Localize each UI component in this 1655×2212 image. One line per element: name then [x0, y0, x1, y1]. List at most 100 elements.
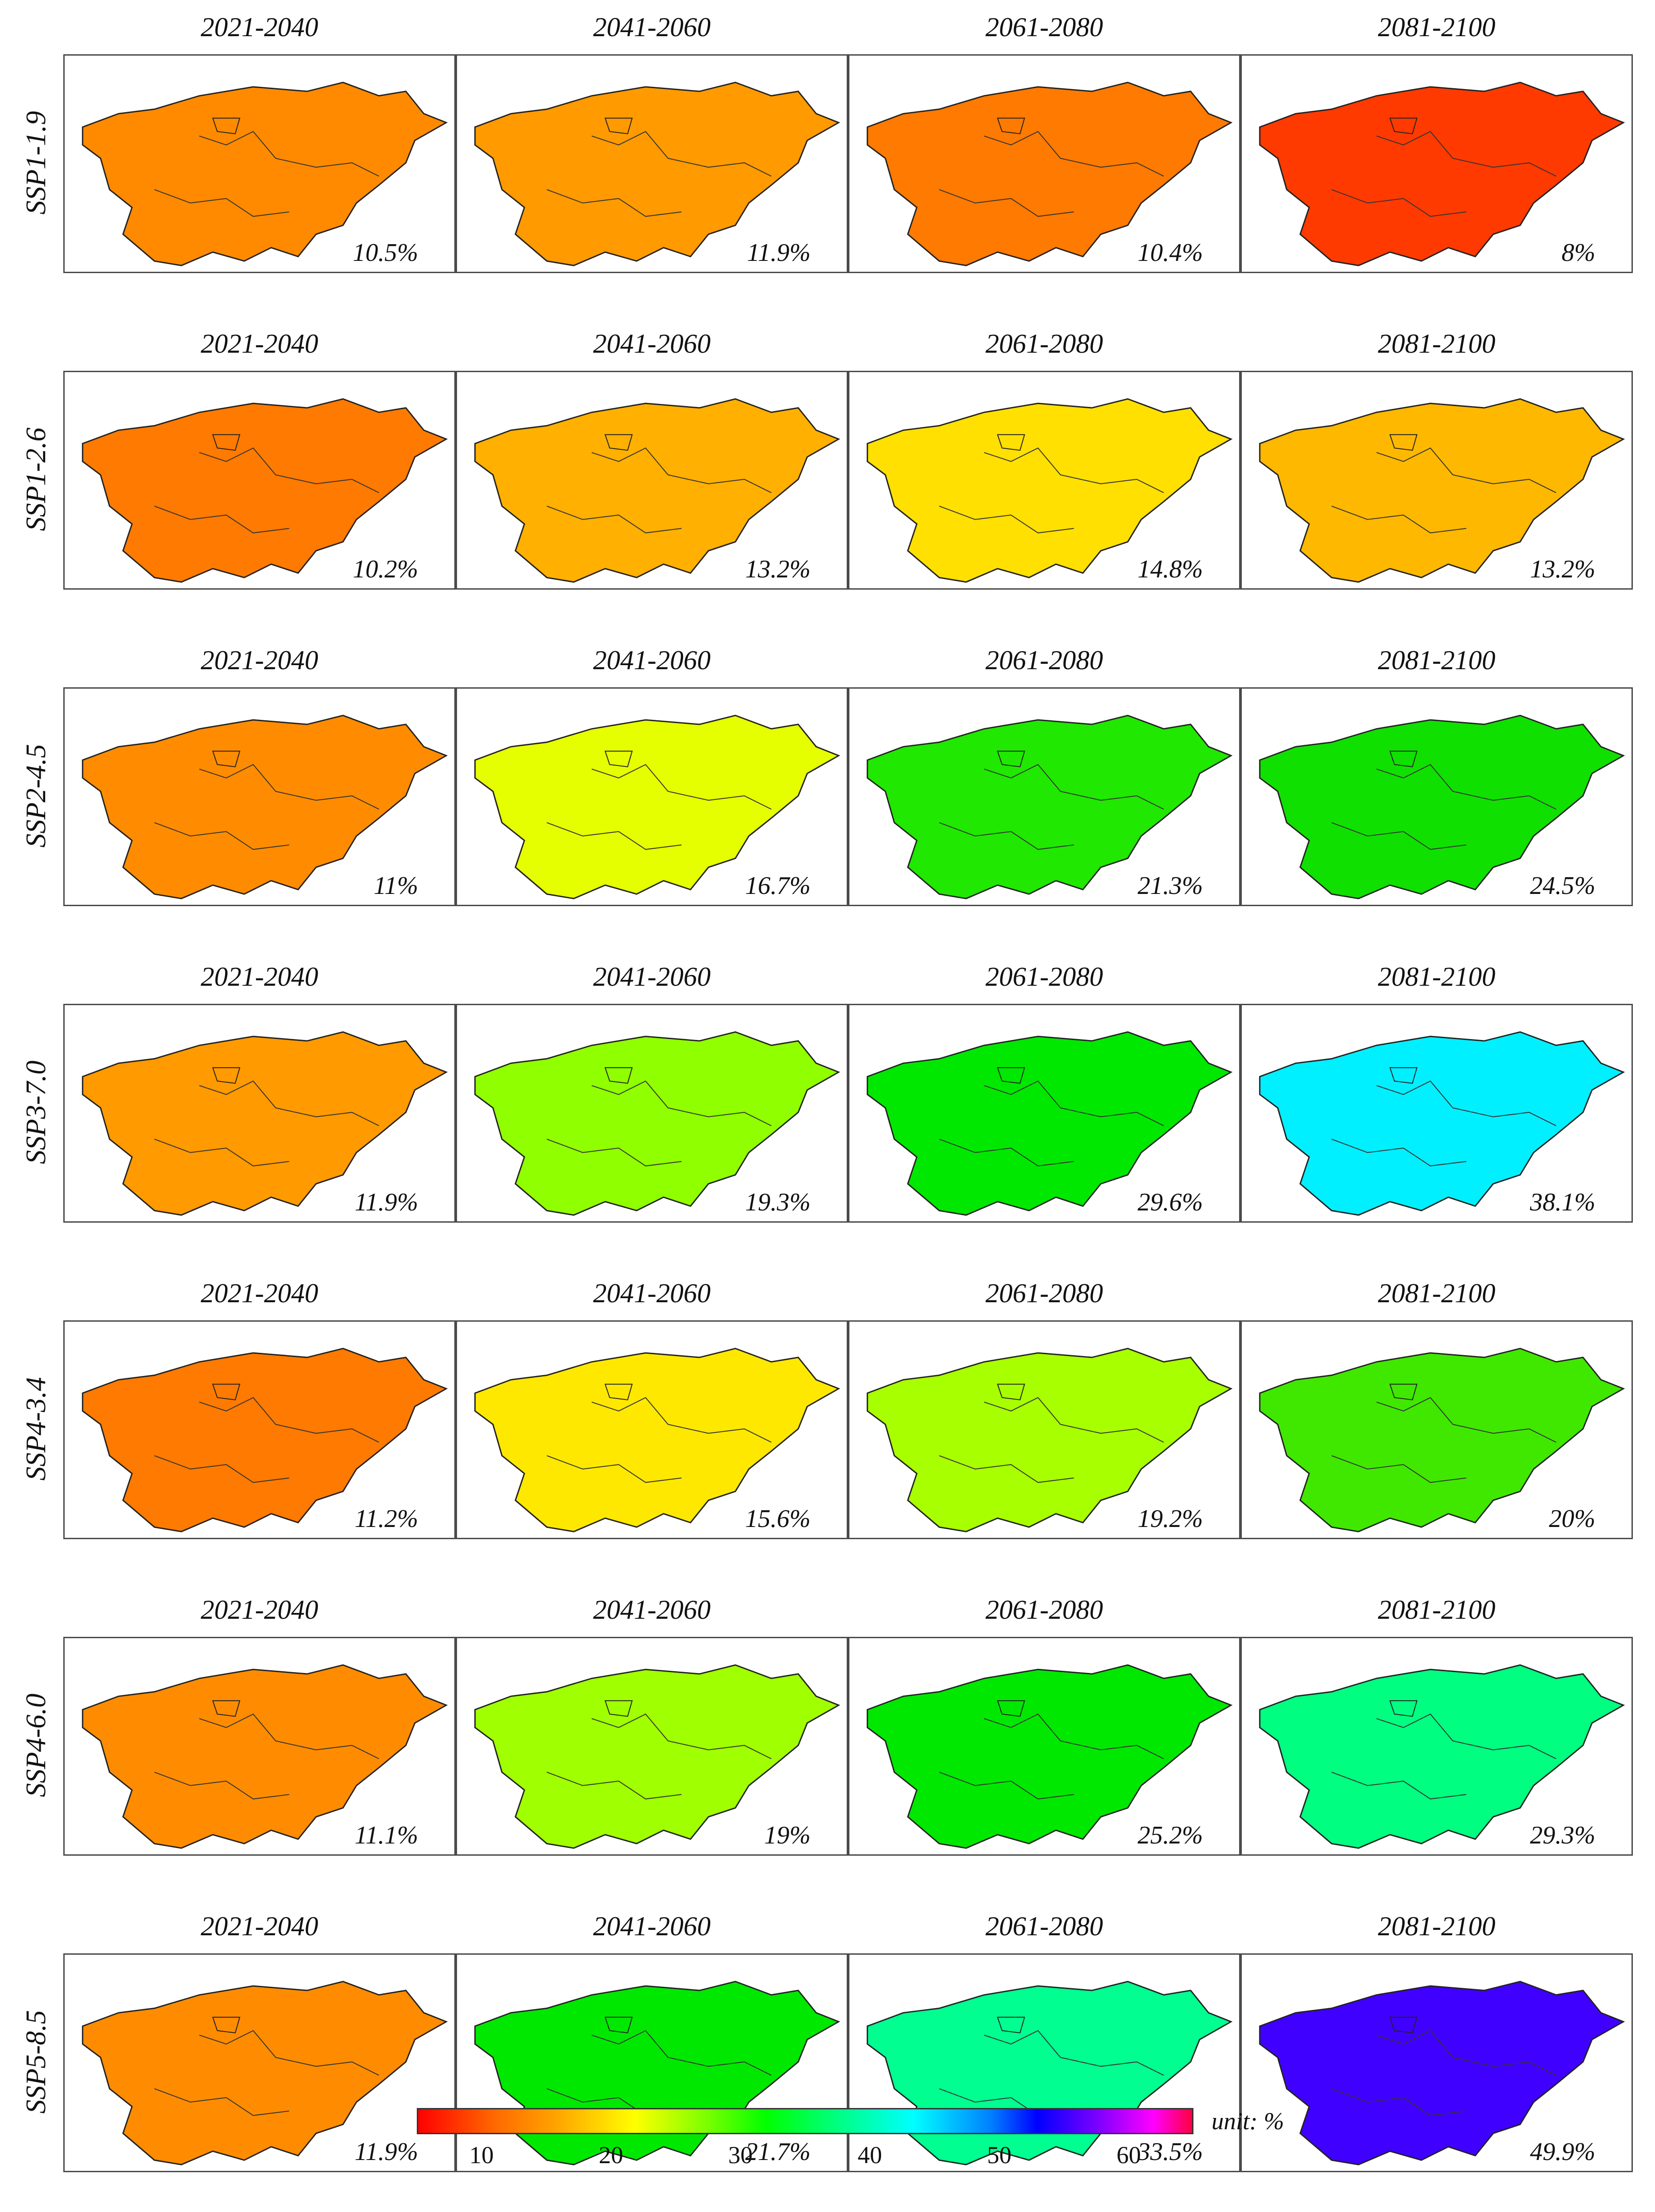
period-title: 2021-2040 [201, 12, 318, 42]
region-map [474, 1031, 840, 1216]
colorbar-tick-label: 10 [469, 2141, 494, 2169]
lake-outline [997, 118, 1025, 134]
region-map [1259, 714, 1625, 899]
border-line [939, 1772, 1074, 1800]
region-shape [867, 714, 1233, 899]
percent-value: 20% [1549, 1505, 1595, 1533]
region-map [474, 81, 840, 266]
colorbar-tick-label: 30 [728, 2141, 753, 2169]
region-shape [1259, 398, 1625, 583]
region-shape [1259, 1031, 1625, 1216]
contour-line [591, 2030, 772, 2076]
border-line [547, 189, 682, 217]
colorbar-tick-label: 50 [987, 2141, 1012, 2169]
period-title: 2021-2040 [201, 645, 318, 675]
map-panel: 21.7% [456, 1953, 848, 2172]
region-map [867, 81, 1233, 266]
contour-line [199, 764, 379, 810]
border-line [154, 1455, 289, 1483]
map-panel: 19.2% [848, 1320, 1240, 1539]
contour-line [591, 1080, 772, 1126]
border-line [1331, 822, 1466, 850]
period-title: 2041-2060 [593, 962, 711, 992]
border-line [154, 506, 289, 534]
region-map [82, 81, 448, 266]
border-line [1331, 189, 1466, 217]
region-shape [82, 1347, 448, 1532]
contour-line [591, 131, 772, 177]
percent-value: 25.2% [1137, 1821, 1203, 1849]
region-shape [1259, 1980, 1625, 2165]
contour-line [1376, 1397, 1556, 1443]
lake-outline [212, 751, 240, 767]
region-map [474, 1347, 840, 1532]
contour-line [984, 1080, 1164, 1126]
lake-outline [997, 1700, 1025, 1717]
map-panel: 10.4% [848, 54, 1240, 273]
percent-value: 24.5% [1530, 872, 1595, 900]
percent-value: 10.4% [1137, 239, 1203, 267]
lake-outline [212, 1384, 240, 1400]
border-line [1331, 1455, 1466, 1483]
period-title: 2081-2100 [1378, 1911, 1495, 1941]
border-line [1331, 1772, 1466, 1800]
colorbar-tick-label: 60 [1116, 2141, 1141, 2169]
period-title: 2081-2100 [1378, 1278, 1495, 1308]
map-panel: 8% [1240, 54, 1633, 273]
percent-value: 11.1% [354, 1821, 419, 1849]
period-title: 2061-2080 [985, 12, 1103, 42]
region-map [1259, 398, 1625, 583]
contour-line [591, 1397, 772, 1443]
lake-outline [997, 1384, 1025, 1400]
contour-line [1376, 131, 1556, 177]
scenario-label: SSP4-3.4 [21, 1377, 52, 1481]
percent-value: 15.6% [745, 1505, 811, 1533]
map-panel: 14.8% [848, 371, 1240, 590]
map-panel: 11% [63, 687, 456, 906]
period-title: 2021-2040 [201, 1595, 318, 1625]
region-map [867, 1347, 1233, 1532]
period-title: 2041-2060 [593, 645, 711, 675]
region-shape [474, 398, 840, 583]
lake-outline [604, 2017, 633, 2033]
period-title: 2061-2080 [985, 329, 1103, 359]
lake-outline [997, 1067, 1025, 1084]
region-shape [1259, 81, 1625, 266]
region-shape [474, 1031, 840, 1216]
border-line [547, 1139, 682, 1167]
period-title: 2041-2060 [593, 1595, 711, 1625]
period-title: 2021-2040 [201, 1911, 318, 1941]
region-map [474, 714, 840, 899]
region-shape [474, 714, 840, 899]
period-title: 2021-2040 [201, 329, 318, 359]
period-title: 2061-2080 [985, 962, 1103, 992]
region-shape [867, 1664, 1233, 1849]
lake-outline [1389, 751, 1418, 767]
lake-outline [1389, 434, 1418, 451]
border-line [1331, 1139, 1466, 1167]
map-panel: 13.2% [1240, 371, 1633, 590]
contour-line [984, 2030, 1164, 2076]
period-title: 2021-2040 [201, 962, 318, 992]
lake-outline [604, 751, 633, 767]
border-line [939, 189, 1074, 217]
lake-outline [604, 434, 633, 451]
map-panel: 11.9% [456, 54, 848, 273]
map-panel: 19.3% [456, 1004, 848, 1223]
contour-line [1376, 1713, 1556, 1759]
contour-line [591, 1713, 772, 1759]
contour-line [984, 447, 1164, 493]
percent-value: 14.8% [1137, 555, 1203, 583]
contour-line [199, 1713, 379, 1759]
region-map [1259, 81, 1625, 266]
percent-value: 19.2% [1137, 1505, 1203, 1533]
map-panel: 24.5% [1240, 687, 1633, 906]
contour-line [984, 131, 1164, 177]
border-line [547, 822, 682, 850]
map-panel: 25.2% [848, 1637, 1240, 1856]
scenario-label: SSP4-6.0 [21, 1693, 52, 1797]
colorbar [417, 2108, 1193, 2134]
region-map [82, 1347, 448, 1532]
lake-outline [1389, 1067, 1418, 1084]
scenario-label: SSP3-7.0 [21, 1060, 52, 1164]
